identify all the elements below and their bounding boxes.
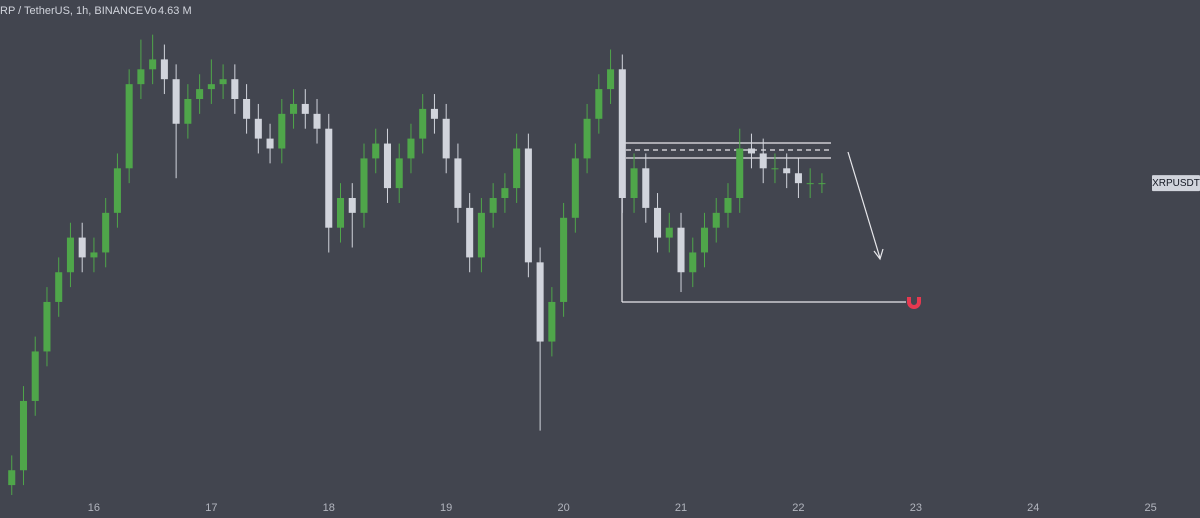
candle-body xyxy=(536,262,544,342)
candle-body xyxy=(55,272,63,302)
candle-body xyxy=(454,158,462,208)
arrow-head xyxy=(873,248,884,261)
candle-body xyxy=(712,212,720,228)
candle-body xyxy=(759,153,767,169)
candle-body xyxy=(524,148,532,263)
candle-body xyxy=(560,217,568,302)
candle-body xyxy=(137,69,145,85)
candle-body xyxy=(348,198,356,213)
candle-body xyxy=(607,69,615,90)
candle-body xyxy=(689,252,697,273)
candle-body xyxy=(290,103,298,114)
chart-title: RP / TetherUS, 1h, BINANCE xyxy=(0,5,143,17)
candle-body xyxy=(806,183,814,185)
candle-body xyxy=(818,183,826,185)
candle-body xyxy=(395,158,403,189)
candle-body xyxy=(477,212,485,258)
candle-body xyxy=(43,301,51,352)
candle-body xyxy=(383,143,391,189)
candle-body xyxy=(78,237,86,258)
candle-body xyxy=(102,212,110,253)
candle-body xyxy=(783,168,791,174)
candle-body xyxy=(19,400,28,471)
x-tick-label: 20 xyxy=(557,502,569,514)
candle-body xyxy=(266,138,274,149)
candle-body xyxy=(583,118,591,159)
symbol-tag-box xyxy=(1152,175,1200,192)
candle-body xyxy=(231,79,239,99)
candle-body xyxy=(360,158,368,213)
x-tick-label: 19 xyxy=(440,502,452,514)
candle-body xyxy=(700,227,709,253)
candle-body xyxy=(125,84,133,169)
candle-body xyxy=(794,173,802,184)
candle-body xyxy=(771,168,779,170)
candle-body xyxy=(278,113,286,149)
arrow xyxy=(847,151,881,259)
candle-body xyxy=(489,198,497,213)
candle-body xyxy=(254,118,262,139)
candle-body xyxy=(8,470,16,486)
candle-body xyxy=(654,207,662,238)
candle-body xyxy=(184,99,192,124)
candle-body xyxy=(419,108,427,139)
candle-body xyxy=(219,79,227,85)
candle-body xyxy=(313,113,321,129)
candle-body xyxy=(149,59,157,70)
candle-body xyxy=(618,69,626,198)
x-tick-label: 22 xyxy=(792,502,804,514)
symbol-tag: XRPUSDT xyxy=(1152,175,1200,192)
x-tick-label: 25 xyxy=(1145,502,1157,514)
candle-body xyxy=(724,198,732,213)
candle-body xyxy=(466,207,474,258)
candle-body xyxy=(736,148,744,198)
candle-body xyxy=(630,168,638,198)
candle-body xyxy=(642,168,650,208)
candle-body xyxy=(665,227,673,238)
symbol-tag-label: XRPUSDT xyxy=(1152,178,1200,189)
candle-body xyxy=(501,188,509,198)
candle-body xyxy=(113,168,121,213)
candle-body xyxy=(172,79,180,124)
candle-body xyxy=(336,198,345,228)
candle-body xyxy=(66,237,74,273)
candle-body xyxy=(90,252,98,258)
candle-body xyxy=(372,143,380,159)
candle-body xyxy=(442,118,450,159)
candle-body xyxy=(160,59,168,80)
candles xyxy=(8,34,826,495)
candle-body xyxy=(595,89,603,119)
x-tick-label: 24 xyxy=(1027,502,1039,514)
candle-body xyxy=(430,108,438,119)
candle-body xyxy=(207,84,215,90)
candle-body xyxy=(407,138,415,159)
x-tick-label: 16 xyxy=(88,502,100,514)
x-tick-label: 21 xyxy=(675,502,687,514)
candle-body xyxy=(571,158,579,218)
x-axis: 16 17 18 19 20 21 22 23 24 25 xyxy=(88,502,1157,514)
candle-body xyxy=(31,351,39,401)
x-tick-label: 17 xyxy=(205,502,217,514)
candle-body xyxy=(513,148,521,189)
magnet-icon xyxy=(907,297,921,309)
candle-body xyxy=(301,103,309,114)
candle-body xyxy=(548,301,556,342)
candle-body xyxy=(196,89,204,99)
x-tick-label: 18 xyxy=(323,502,335,514)
candle-body xyxy=(325,128,333,228)
x-tick-label: 23 xyxy=(910,502,922,514)
candle-body xyxy=(747,148,755,154)
volume-label: Vo xyxy=(144,5,157,17)
volume-value: 4.63 M xyxy=(158,5,192,17)
candle-body xyxy=(243,99,251,119)
candle-body xyxy=(677,227,685,273)
